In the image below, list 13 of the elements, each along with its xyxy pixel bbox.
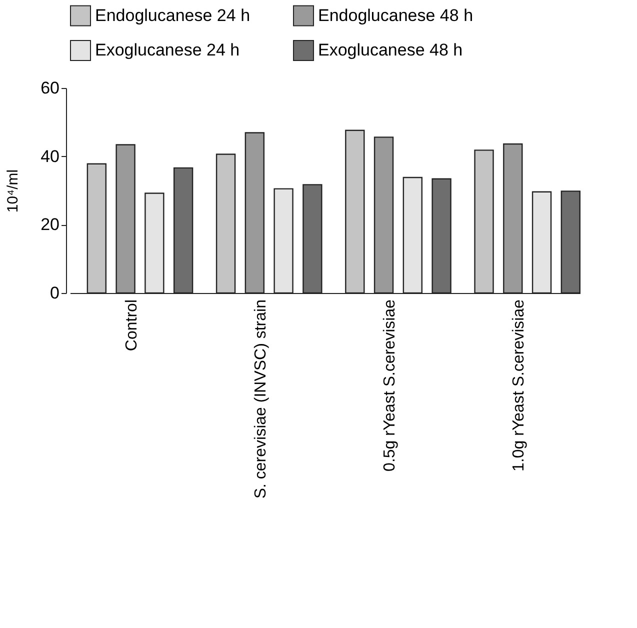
y-tick-label: 60: [40, 78, 60, 98]
x-tick-label: 1.0g rYeast S.cerevisiae: [510, 299, 528, 472]
legend-label: Exoglucanese 24 h: [95, 40, 240, 60]
y-axis-title: 10⁴/ml: [4, 169, 22, 213]
y-tick-label: 0: [50, 284, 60, 302]
x-tick-label: Control: [123, 300, 140, 352]
x-tick-label: 0.5g rYeast S.cerevisiae: [382, 299, 399, 472]
x-tick-label: S. cerevisiae (INVSC) strain: [252, 300, 270, 499]
legend-label: Endoglucanese 24 h: [95, 6, 250, 25]
legend-label: Exoglucanese 48 h: [318, 40, 463, 60]
y-tick-label: 40: [40, 146, 60, 166]
legend-label: Endoglucanese 48 h: [318, 6, 474, 25]
y-tick-label: 20: [40, 215, 60, 234]
